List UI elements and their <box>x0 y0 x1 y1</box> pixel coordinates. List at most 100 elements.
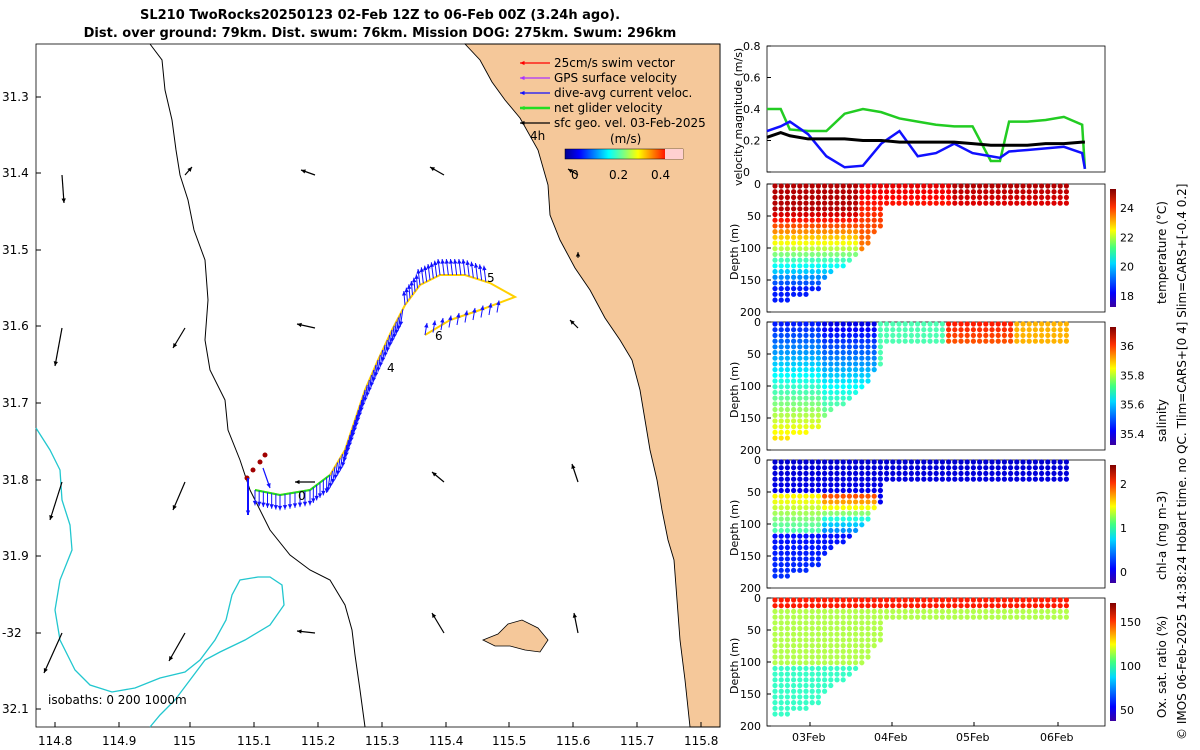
profile-point <box>964 194 970 201</box>
profile-point <box>778 401 784 407</box>
profile-point <box>828 367 834 373</box>
profile-point <box>846 372 853 378</box>
profile-point <box>797 234 803 240</box>
profile-point <box>977 614 983 620</box>
profile-point <box>791 614 797 620</box>
profile-point <box>778 200 784 206</box>
profile-point <box>778 223 784 229</box>
profile-point <box>791 338 797 344</box>
profile-point <box>828 625 834 632</box>
profile-point <box>896 321 902 327</box>
profile-point <box>809 234 815 240</box>
profile-point <box>809 544 815 551</box>
profile-point <box>772 705 778 711</box>
profile-point <box>977 332 983 339</box>
profile-point <box>846 648 853 654</box>
profile-point <box>791 533 797 539</box>
profile-point <box>772 338 778 344</box>
profile-point <box>822 533 828 539</box>
profile-point <box>1051 321 1057 327</box>
profile-point <box>828 211 834 218</box>
profile-point <box>927 476 933 482</box>
profile-point <box>834 229 840 235</box>
profile-point <box>834 527 840 534</box>
profile-point <box>846 660 853 666</box>
profile-point <box>859 217 865 223</box>
profile-point <box>803 597 809 603</box>
profile-point <box>772 229 778 235</box>
profile-point <box>809 206 815 212</box>
profile-point <box>846 505 853 511</box>
profile-point <box>815 211 822 218</box>
profile-point <box>890 321 896 327</box>
profile-point <box>834 608 840 615</box>
profile-point <box>809 274 815 280</box>
profile-point <box>797 539 803 545</box>
profile-point <box>871 344 877 350</box>
profile-point <box>865 499 871 505</box>
profile-point <box>834 361 840 367</box>
profile-point <box>797 412 803 418</box>
profile-point <box>822 643 828 649</box>
profile-point <box>939 476 946 482</box>
profile-point <box>846 493 853 499</box>
geo-velocity-arrow-head <box>187 167 192 172</box>
lat-tick-label: 31.9 <box>2 549 29 563</box>
profile-point <box>846 367 853 373</box>
profile-point <box>927 332 933 339</box>
profile-point <box>915 597 921 603</box>
profile-point <box>784 573 791 579</box>
profile-point <box>803 614 809 620</box>
profile-point <box>884 200 890 206</box>
profile-point <box>865 338 871 344</box>
profile-point <box>828 183 834 189</box>
profile-point <box>791 465 797 471</box>
profile-point <box>791 280 797 286</box>
geo-velocity-arrow-head <box>53 361 58 366</box>
profile-point <box>791 349 797 356</box>
isobath-1000m <box>35 427 285 728</box>
profile-point <box>809 372 815 378</box>
profile-point <box>828 482 834 488</box>
profile-point <box>822 189 828 195</box>
current-arrow-head <box>331 478 336 484</box>
profile-point <box>853 648 859 654</box>
profile-point <box>933 614 939 620</box>
profile-point <box>871 482 877 488</box>
profile-point <box>853 389 859 396</box>
profile-point <box>828 665 834 672</box>
profile-point <box>921 597 927 603</box>
profile-point <box>822 465 828 471</box>
profile-point <box>1001 608 1008 615</box>
profile-point <box>834 493 840 499</box>
current-arrow-head <box>453 259 458 264</box>
profile-point <box>946 614 952 620</box>
profile-point <box>958 338 964 344</box>
profile-point <box>772 297 778 303</box>
profile-point <box>939 200 946 206</box>
profile-point <box>1001 321 1008 327</box>
profile-point <box>995 321 1001 327</box>
profile-point <box>815 597 822 603</box>
profile-point <box>1008 200 1014 206</box>
profile-point <box>865 194 871 201</box>
profile-point <box>865 344 871 350</box>
profile-point <box>803 321 809 327</box>
profile-point <box>797 544 803 551</box>
profile-point <box>977 327 983 333</box>
profile-point <box>772 487 778 494</box>
profile-point <box>772 183 778 189</box>
profile-point <box>958 200 964 206</box>
profile-point <box>784 194 791 201</box>
profile-point <box>853 614 859 620</box>
profile-point <box>865 361 871 367</box>
profile-point <box>846 206 853 212</box>
profile-point <box>933 189 939 195</box>
cbar-label: temperature (°C) <box>1155 201 1169 304</box>
map-axes: 114.8 114.9 115 115.1 115.2 115.3 115.4 115.5 11… <box>2 90 718 748</box>
profile-point <box>772 378 778 384</box>
profile-point <box>1026 459 1032 465</box>
lon-tick-label: 115.7 <box>620 734 654 748</box>
profile-point <box>977 189 983 195</box>
profile-point <box>1026 183 1032 189</box>
